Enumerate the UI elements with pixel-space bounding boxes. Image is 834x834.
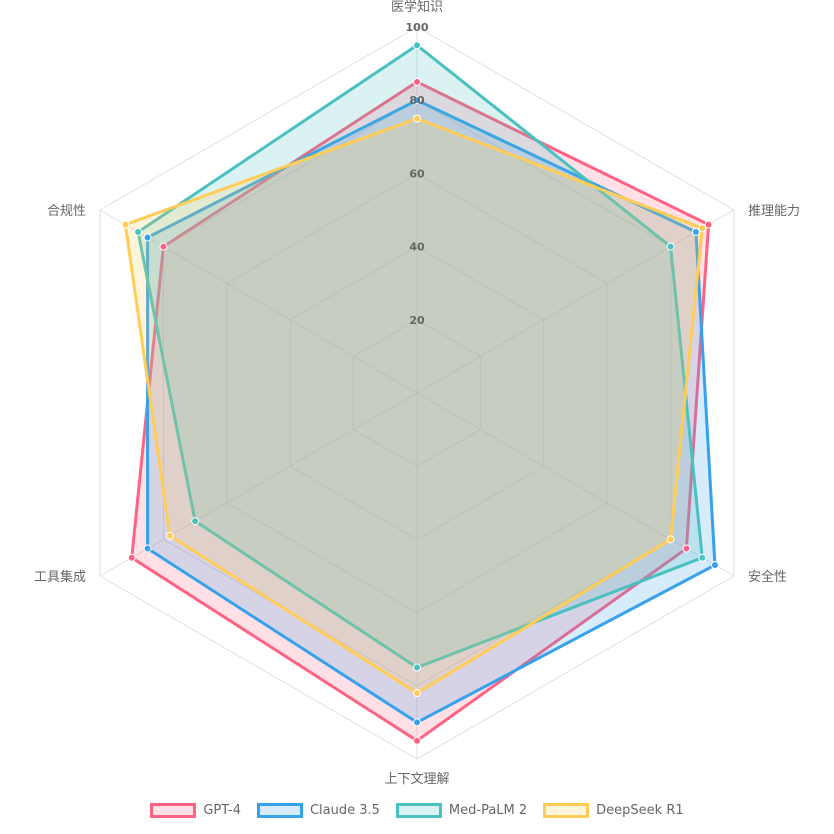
axis-label: 工具集成 <box>34 569 86 585</box>
legend-item[interactable]: GPT-4 <box>150 803 241 818</box>
tick-label: 100 <box>406 21 429 34</box>
series-point-2[interactable] <box>413 663 421 672</box>
radar-spoke <box>99 392 418 577</box>
tick-label: 60 <box>409 167 425 180</box>
radar-spoke <box>416 209 735 394</box>
legend-label: Med-PaLM 2 <box>448 803 528 818</box>
series-point-1[interactable] <box>413 718 421 727</box>
series-point-0[interactable] <box>682 544 691 553</box>
series-point-3[interactable] <box>413 689 421 698</box>
series-point-3[interactable] <box>413 114 421 123</box>
legend-label: GPT-4 <box>203 803 241 818</box>
tick-label: 20 <box>409 314 425 327</box>
radar-ring <box>353 319 481 467</box>
series-point-1[interactable] <box>413 96 421 105</box>
axis-label: 推理能力 <box>748 204 800 219</box>
tick-label: 80 <box>409 94 425 107</box>
series-point-0[interactable] <box>413 736 421 745</box>
axis-label: 合规性 <box>47 204 86 219</box>
series-point-1[interactable] <box>143 233 152 242</box>
series-point-2[interactable] <box>698 553 707 562</box>
series-point-3[interactable] <box>666 535 675 544</box>
radar-spoke <box>99 209 418 394</box>
series-point-3[interactable] <box>698 224 707 233</box>
radar-series <box>121 41 719 745</box>
axis-label: 医学知识 <box>391 0 443 15</box>
series-point-0[interactable] <box>704 220 713 229</box>
series-point-1[interactable] <box>710 561 719 570</box>
legend-item[interactable]: Claude 3.5 <box>256 803 380 818</box>
legend-item[interactable]: Med-PaLM 2 <box>395 803 528 818</box>
axis-label: 安全性 <box>748 569 787 585</box>
series-point-2[interactable] <box>413 41 421 50</box>
legend: GPT-4 Claude 3.5 Med-PaLM 2 DeepSeek R1 <box>0 803 834 818</box>
radar-ticks: 20 40 60 80 100 <box>406 21 429 327</box>
series-point-2[interactable] <box>191 517 200 526</box>
radar-ring <box>226 172 608 614</box>
legend-swatch <box>395 803 442 818</box>
legend-item[interactable]: DeepSeek R1 <box>543 803 684 818</box>
radar-ring <box>289 246 545 540</box>
series-point-2[interactable] <box>666 242 675 251</box>
series-point-1[interactable] <box>691 227 700 236</box>
series-point-0[interactable] <box>413 77 421 86</box>
tick-label: 40 <box>409 241 425 254</box>
series-point-3[interactable] <box>165 531 174 540</box>
series-point-1[interactable] <box>143 544 152 553</box>
radar-ring <box>99 26 735 760</box>
radar-spoke <box>416 392 735 577</box>
series-point-3[interactable] <box>121 220 130 229</box>
axis-label: 上下文理解 <box>384 772 449 787</box>
legend-swatch <box>543 803 590 818</box>
legend-label: Claude 3.5 <box>309 803 380 818</box>
legend-swatch <box>150 803 197 818</box>
legend-label: DeepSeek R1 <box>596 803 684 818</box>
series-point-2[interactable] <box>134 227 143 236</box>
series-point-0[interactable] <box>127 553 136 562</box>
legend-swatch <box>256 803 303 818</box>
series-point-0[interactable] <box>159 242 168 251</box>
